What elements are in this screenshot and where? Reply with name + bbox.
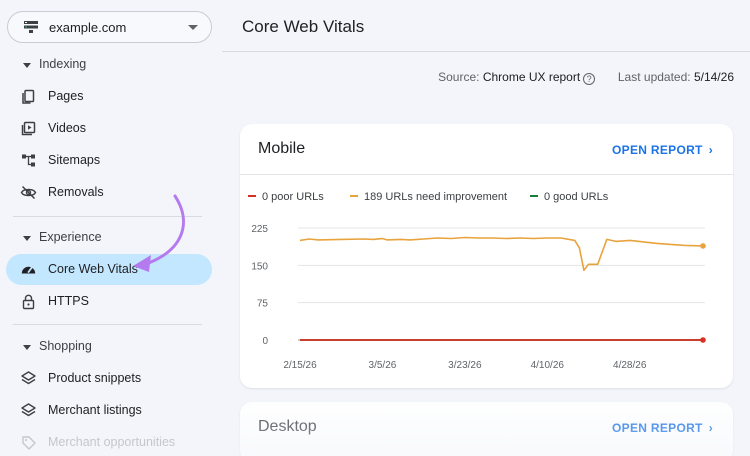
x-tick-label: 3/5/26 xyxy=(369,360,397,371)
chevron-right-icon: › xyxy=(708,421,713,435)
help-icon[interactable]: ? xyxy=(583,73,596,85)
sidebar-item-label: Core Web Vitals xyxy=(48,262,138,276)
mobile-card: Mobile OPEN REPORT › 0 poor URLs 189 URLs… xyxy=(240,124,733,388)
sidebar-item-label: Merchant opportunities xyxy=(48,435,176,449)
layers-icon xyxy=(21,371,36,385)
x-tick-label: 3/23/26 xyxy=(448,360,482,371)
series-line-0 xyxy=(299,236,704,272)
sidebar-item-label: HTTPS xyxy=(48,294,89,308)
section-shopping[interactable]: Shopping xyxy=(0,335,222,359)
sidebar-item-label: Removals xyxy=(48,185,104,199)
sidebar-item-removals[interactable]: Removals xyxy=(6,177,212,208)
desktop-card-title: Desktop xyxy=(258,418,317,435)
card-divider xyxy=(240,174,733,175)
section-experience[interactable]: Experience xyxy=(0,226,222,250)
legend-good[interactable]: 0 good URLs xyxy=(530,191,608,203)
mobile-open-report-link[interactable]: OPEN REPORT › xyxy=(612,143,713,157)
x-tick-label: 4/28/26 xyxy=(613,360,647,371)
sidebar-item-videos[interactable]: Videos xyxy=(6,113,212,144)
legend-label: 0 good URLs xyxy=(544,191,609,203)
sidebar-item-pages[interactable]: Pages xyxy=(6,81,212,112)
caret-down-icon xyxy=(23,345,31,350)
updated-value: 5/14/26 xyxy=(693,70,734,84)
desktop-card: Desktop OPEN REPORT › xyxy=(240,402,733,456)
y-tick-label: 225 xyxy=(251,224,268,235)
sidebar-item-merchant-opportunities[interactable]: Merchant opportunities xyxy=(6,427,212,456)
y-tick-label: 0 xyxy=(262,336,268,347)
x-tick-label: 4/10/26 xyxy=(531,360,565,371)
legend-swatch xyxy=(350,195,358,197)
sidebar: example.com Indexing Pages Videos Sitema… xyxy=(0,0,222,456)
legend-label: 189 URLs need improvement xyxy=(364,191,508,203)
chevron-right-icon: › xyxy=(708,143,713,157)
sidebar-item-core-web-vitals[interactable]: Core Web Vitals xyxy=(6,254,212,285)
y-tick-label: 150 xyxy=(251,261,268,272)
pages-icon xyxy=(22,89,35,104)
tag-icon xyxy=(22,436,36,450)
section-indexing[interactable]: Indexing xyxy=(0,53,222,77)
sidebar-item-label: Merchant listings xyxy=(48,403,142,417)
sidebar-item-merchant-listings[interactable]: Merchant listings xyxy=(6,395,212,426)
source-value: Chrome UX report xyxy=(482,70,581,84)
series-end-point-1 xyxy=(700,337,706,343)
lock-icon xyxy=(22,294,35,310)
desktop-open-report-link[interactable]: OPEN REPORT › xyxy=(612,421,713,435)
property-selector[interactable]: example.com xyxy=(7,11,212,43)
chevron-down-icon xyxy=(188,25,198,30)
mobile-card-title: Mobile xyxy=(258,140,306,157)
legend-poor[interactable]: 0 poor URLs xyxy=(248,191,324,203)
speedometer-icon xyxy=(21,266,36,274)
mobile-chart: 0 75 150 225 2/15/26 3/5/26 3/23/26 4/10/26 4/28… xyxy=(251,224,706,371)
report-meta: Source: Chrome UX report? Last updated: … xyxy=(222,70,734,86)
page-title: Core Web Vitals xyxy=(242,17,365,36)
legend-swatch xyxy=(530,195,538,197)
section-label: Indexing xyxy=(39,57,87,71)
legend-swatch xyxy=(248,195,256,197)
eye-off-icon xyxy=(20,185,37,200)
sitemap-icon xyxy=(22,154,35,167)
sidebar-divider xyxy=(13,216,202,217)
sidebar-item-label: Sitemaps xyxy=(48,153,101,167)
open-report-label: OPEN REPORT xyxy=(612,143,703,157)
video-icon xyxy=(21,121,36,136)
page-header: Core Web Vitals xyxy=(222,0,750,52)
property-icon xyxy=(24,21,38,33)
sidebar-item-sitemaps[interactable]: Sitemaps xyxy=(6,145,212,176)
layers-icon xyxy=(21,403,36,417)
legend-needs-improvement[interactable]: 189 URLs need improvement xyxy=(350,191,507,203)
y-tick-label: 75 xyxy=(257,299,269,310)
sidebar-divider xyxy=(13,324,202,325)
caret-down-icon xyxy=(23,63,31,68)
section-label: Experience xyxy=(39,230,102,244)
x-tick-label: 2/15/26 xyxy=(283,360,317,371)
source-label: Source: xyxy=(438,70,480,84)
sidebar-item-https[interactable]: HTTPS xyxy=(6,286,212,317)
sidebar-item-product-snippets[interactable]: Product snippets xyxy=(6,363,212,394)
updated-label: Last updated: xyxy=(617,70,691,84)
caret-down-icon xyxy=(23,236,31,241)
series-end-point-0 xyxy=(700,243,706,249)
open-report-label: OPEN REPORT xyxy=(612,421,703,435)
section-label: Shopping xyxy=(39,339,92,353)
legend-label: 0 poor URLs xyxy=(262,191,324,203)
sidebar-item-label: Videos xyxy=(48,121,86,135)
property-label: example.com xyxy=(49,20,127,35)
sidebar-item-label: Product snippets xyxy=(48,371,142,385)
sidebar-item-label: Pages xyxy=(48,89,84,103)
